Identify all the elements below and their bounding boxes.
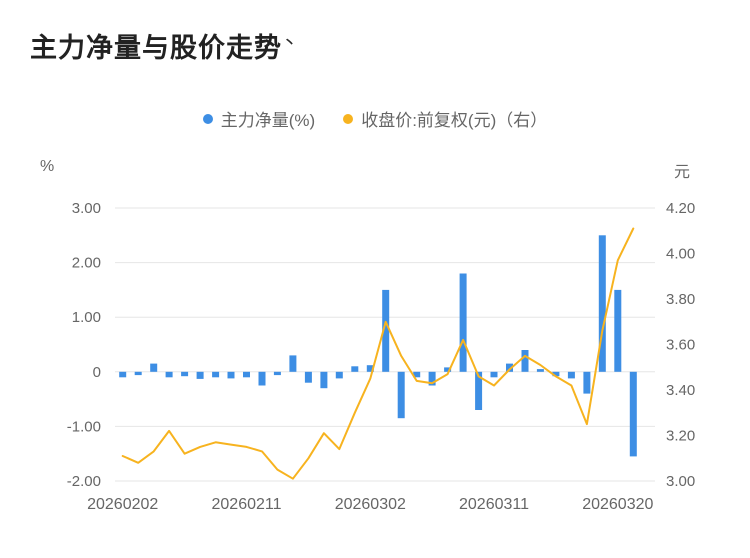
- net-volume-bar[interactable]: [335, 371, 343, 379]
- x-axis-tick: 20260302: [335, 496, 406, 513]
- net-volume-bar[interactable]: [243, 371, 250, 378]
- right-axis-unit: 元: [674, 164, 691, 181]
- page-title-text: 主力净量与股价走势: [30, 33, 282, 63]
- net-volume-bar[interactable]: [598, 235, 606, 372]
- page-title: 主力净量与股价走势丶: [30, 26, 297, 65]
- net-volume-bar[interactable]: [397, 371, 405, 419]
- y-axis-tick-left: 3.00: [72, 200, 101, 217]
- net-volume-bar[interactable]: [428, 371, 436, 386]
- net-volume-bar[interactable]: [366, 365, 374, 372]
- net-volume-bar[interactable]: [165, 371, 173, 378]
- left-axis-unit: %: [40, 158, 55, 175]
- net-volume-bar[interactable]: [629, 371, 637, 457]
- legend-label-close-price: 收盘价:前复权(元)（右）: [361, 111, 548, 130]
- net-volume-bar[interactable]: [583, 371, 591, 394]
- title-corner-mark-icon: 丶: [283, 35, 298, 50]
- net-volume-price-trend-chart: 3.00 2.00 1.00 0 -1.00 -2.00 4.20 4.00 3.80 3.60 3…: [67, 200, 695, 513]
- close-price-line[interactable]: [121, 227, 635, 480]
- net-volume-bar[interactable]: [227, 371, 235, 379]
- y-axis-tick-left: -2.00: [67, 473, 101, 490]
- net-volume-bar[interactable]: [212, 371, 220, 378]
- net-volume-bar[interactable]: [181, 371, 189, 377]
- x-axis-tick: 20260311: [459, 496, 529, 513]
- legend-dot-yellow-icon: [343, 113, 354, 124]
- net-volume-bar[interactable]: [567, 371, 575, 379]
- net-volume-bar[interactable]: [196, 371, 204, 379]
- x-axis-tick: 20260211: [212, 496, 282, 513]
- x-axis-tick: 20260320: [582, 496, 653, 513]
- y-axis-tick-right: 3.80: [666, 291, 695, 308]
- net-volume-bar[interactable]: [506, 363, 513, 372]
- net-volume-bar[interactable]: [459, 273, 467, 372]
- y-axis-tick-right: 4.00: [666, 246, 695, 263]
- net-volume-bar[interactable]: [320, 371, 328, 389]
- legend-label-main-net-volume: 主力净量(%): [220, 111, 316, 130]
- net-volume-bar[interactable]: [475, 371, 483, 410]
- x-axis-tick: 20260202: [87, 496, 158, 513]
- net-volume-bar[interactable]: [273, 371, 281, 376]
- y-axis-tick-right: 3.00: [666, 473, 695, 490]
- legend-dot-blue-icon: [202, 113, 213, 124]
- net-volume-bar[interactable]: [552, 371, 560, 377]
- net-volume-bar[interactable]: [382, 289, 390, 372]
- net-volume-bar[interactable]: [150, 363, 158, 372]
- legend: 主力净量(%) 收盘价:前复权(元)（右）: [0, 106, 750, 131]
- y-axis-tick-left: 2.00: [72, 255, 101, 272]
- y-axis-tick-right: 4.20: [666, 200, 695, 217]
- net-volume-bar[interactable]: [258, 371, 266, 386]
- y-axis-tick-left: 0: [93, 364, 101, 381]
- y-axis-tick-right: 3.20: [666, 428, 695, 445]
- net-volume-bar[interactable]: [521, 350, 529, 372]
- net-volume-bar[interactable]: [413, 371, 421, 378]
- y-axis-tick-right: 3.40: [666, 382, 695, 399]
- net-volume-bar[interactable]: [351, 366, 359, 372]
- y-axis-tick-right: 3.60: [666, 337, 695, 354]
- net-volume-bar[interactable]: [119, 371, 127, 378]
- net-volume-bar[interactable]: [536, 369, 544, 372]
- net-volume-bar[interactable]: [289, 355, 297, 372]
- net-volume-bar[interactable]: [304, 371, 312, 383]
- legend-item-close-price[interactable]: 收盘价:前复权(元)（右）: [343, 106, 547, 131]
- net-volume-bar[interactable]: [490, 371, 498, 378]
- y-axis-tick-left: -1.00: [67, 418, 101, 435]
- y-axis-tick-left: 1.00: [72, 309, 101, 326]
- legend-item-main-net-volume[interactable]: 主力净量(%): [202, 106, 316, 131]
- net-volume-bar[interactable]: [134, 371, 142, 376]
- net-volume-bar[interactable]: [444, 367, 452, 372]
- net-volume-bar[interactable]: [614, 289, 622, 372]
